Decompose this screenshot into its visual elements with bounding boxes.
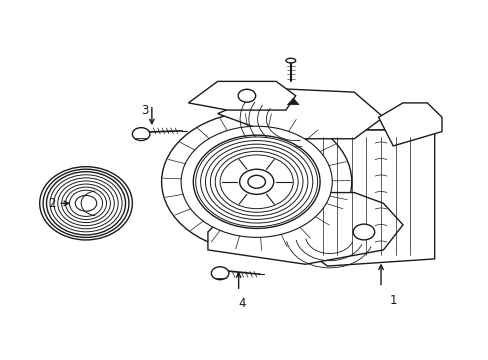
- Polygon shape: [188, 81, 295, 110]
- Ellipse shape: [58, 181, 114, 226]
- Polygon shape: [378, 103, 441, 146]
- Circle shape: [205, 144, 307, 220]
- Circle shape: [200, 140, 312, 223]
- Polygon shape: [217, 89, 383, 139]
- Circle shape: [210, 148, 303, 216]
- Circle shape: [352, 224, 374, 240]
- Circle shape: [132, 128, 150, 140]
- Polygon shape: [207, 193, 402, 264]
- Text: 4: 4: [238, 297, 245, 310]
- Ellipse shape: [40, 167, 132, 240]
- Ellipse shape: [69, 190, 102, 216]
- Ellipse shape: [61, 184, 110, 222]
- Circle shape: [193, 135, 320, 228]
- Circle shape: [239, 169, 273, 194]
- Circle shape: [215, 151, 298, 212]
- Polygon shape: [351, 119, 424, 130]
- Circle shape: [75, 195, 97, 211]
- Ellipse shape: [54, 178, 118, 229]
- Polygon shape: [287, 98, 299, 105]
- Ellipse shape: [43, 169, 129, 238]
- Text: 2: 2: [48, 197, 56, 210]
- Ellipse shape: [46, 172, 125, 235]
- Ellipse shape: [65, 187, 106, 220]
- Circle shape: [220, 155, 293, 209]
- Circle shape: [211, 267, 228, 280]
- Polygon shape: [317, 130, 434, 266]
- Circle shape: [238, 89, 255, 102]
- Ellipse shape: [50, 175, 122, 232]
- Circle shape: [181, 126, 331, 237]
- Text: 3: 3: [141, 104, 148, 117]
- Circle shape: [161, 112, 351, 252]
- Circle shape: [247, 175, 265, 188]
- Circle shape: [195, 137, 317, 226]
- Text: 1: 1: [388, 294, 396, 307]
- Ellipse shape: [285, 58, 295, 63]
